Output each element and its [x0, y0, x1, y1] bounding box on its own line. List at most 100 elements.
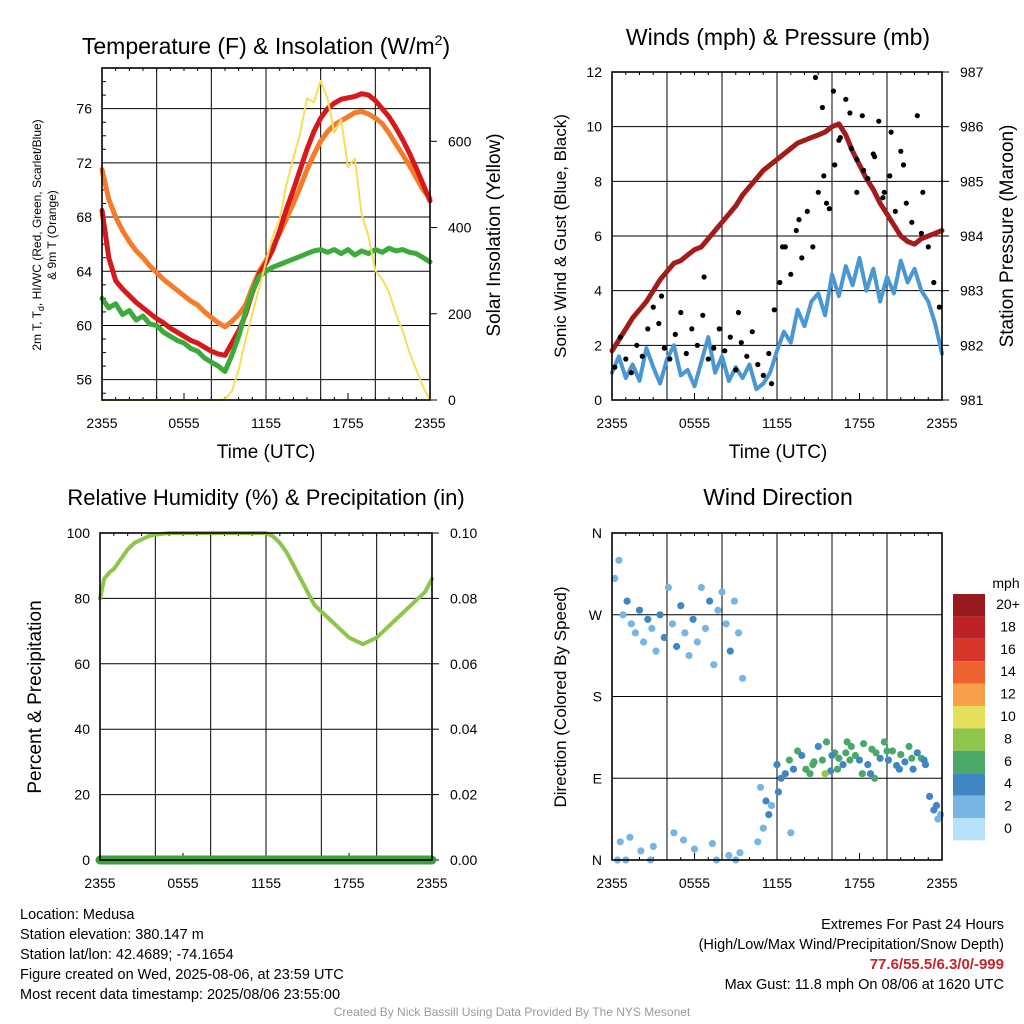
credit-text: Created By Nick Bassill Using Data Provi… [333, 1005, 691, 1019]
direction-point [828, 751, 836, 760]
y-axis-label-line2: & 9m T (Orange) [45, 190, 59, 280]
y-axis-label: Direction (Colored By Speed) [551, 586, 570, 807]
y-tick-label: 4 [594, 283, 602, 299]
gust-point [832, 162, 838, 168]
direction-point [668, 620, 677, 628]
colorbar-swatch [953, 750, 985, 774]
y-axis-label: Percent & Precipitation [25, 600, 46, 793]
gust-point [744, 353, 750, 359]
direction-point [710, 661, 718, 669]
y-tick-label: E [593, 770, 602, 786]
colorbar-swatch [953, 818, 985, 841]
direction-point [774, 788, 783, 796]
y-tick-label: S [593, 689, 602, 705]
direction-point [798, 751, 806, 760]
direction-point [627, 620, 635, 628]
direction-point [714, 606, 722, 614]
direction-point [706, 597, 714, 605]
y-tick-label: 60 [74, 656, 90, 672]
gust-point [826, 206, 832, 212]
elevation-text: Station elevation: 380.147 m [20, 927, 204, 943]
y2-tick-label: 0.02 [450, 787, 477, 803]
gust-point [821, 173, 827, 179]
gust-point [738, 340, 744, 346]
gust-point [650, 304, 656, 310]
gust-point [799, 255, 805, 261]
series-line-td [99, 245, 433, 374]
y-tick-label: N [592, 852, 602, 868]
direction-point [648, 624, 656, 633]
gust-point [931, 279, 937, 286]
colorbar-label: 0 [1004, 820, 1012, 836]
direction-point [843, 738, 851, 746]
y2-tick-label: 983 [960, 283, 984, 299]
gust-point [925, 244, 931, 250]
direction-point [895, 765, 904, 773]
recent-data-text: Most recent data timestamp: 2025/08/06 2… [20, 987, 341, 1003]
direction-point [623, 597, 631, 605]
gust-point [694, 342, 700, 348]
direction-point [794, 747, 802, 755]
colorbar-swatch [953, 683, 985, 706]
y-tick-label: 68 [76, 209, 92, 225]
direction-point [615, 556, 623, 564]
direction-point [884, 756, 893, 764]
direction-point [689, 615, 697, 623]
direction-point [860, 740, 868, 748]
direction-point [871, 774, 879, 782]
direction-point [619, 611, 627, 619]
chart-wdir: 2355 0555 1155 1755 2355 N E S W N Wind Direction D… [551, 484, 1020, 891]
y2-tick-label: 600 [448, 133, 472, 149]
x-tick-label: 0555 [167, 875, 198, 891]
gust-point [683, 350, 689, 357]
direction-point [897, 751, 905, 759]
colorbar-label: 20+ [996, 596, 1020, 612]
x-tick-label: 2355 [596, 875, 627, 891]
y-tick-label: 64 [76, 263, 92, 279]
plot-frame [611, 532, 943, 861]
plot-frame [99, 532, 433, 861]
direction-point [736, 849, 744, 857]
y2-tick-label: 0.08 [450, 590, 477, 606]
direction-point [864, 761, 872, 769]
direction-point [835, 754, 843, 762]
gust-point [854, 189, 860, 195]
direction-point [937, 811, 945, 819]
colorbar-label: 18 [1000, 618, 1016, 634]
direction-point [754, 838, 762, 846]
direction-point [908, 754, 916, 762]
gust-point [771, 307, 777, 313]
gust-point [634, 342, 640, 348]
direction-point [640, 638, 648, 646]
gust-point [843, 96, 849, 102]
direction-point [726, 647, 734, 655]
direction-point [626, 833, 634, 841]
gust-point [887, 173, 893, 179]
y-tick-label: 72 [76, 155, 92, 171]
direction-point [762, 797, 770, 805]
gust-point [859, 113, 865, 119]
direction-point [846, 756, 854, 764]
direction-point [858, 770, 866, 778]
gust-point [810, 244, 816, 250]
y2-tick-label: 0.10 [450, 525, 477, 541]
location-text: Location: Medusa [20, 907, 135, 923]
gust-point [788, 271, 794, 277]
x-tick-label: 2355 [596, 415, 627, 431]
x-tick-label: 2355 [926, 875, 957, 891]
gust-point [722, 348, 728, 354]
gust-point [793, 227, 799, 234]
direction-point [693, 638, 701, 646]
y2-tick-label: 0.04 [450, 721, 477, 737]
direction-point [901, 758, 909, 766]
chart-rh: 2355 0555 1155 1755 2355 0 20 40 60 80 100 0.00 0.02… [25, 485, 477, 891]
gust-point [836, 137, 842, 143]
gust-point [661, 345, 667, 351]
x-tick-label: 2355 [414, 415, 445, 431]
colorbar-swatch [953, 795, 985, 818]
x-tick-label: 1155 [762, 875, 792, 891]
gust-point [796, 217, 802, 223]
gust-point [900, 162, 907, 168]
gust-point [645, 326, 651, 332]
direction-point [690, 845, 699, 853]
